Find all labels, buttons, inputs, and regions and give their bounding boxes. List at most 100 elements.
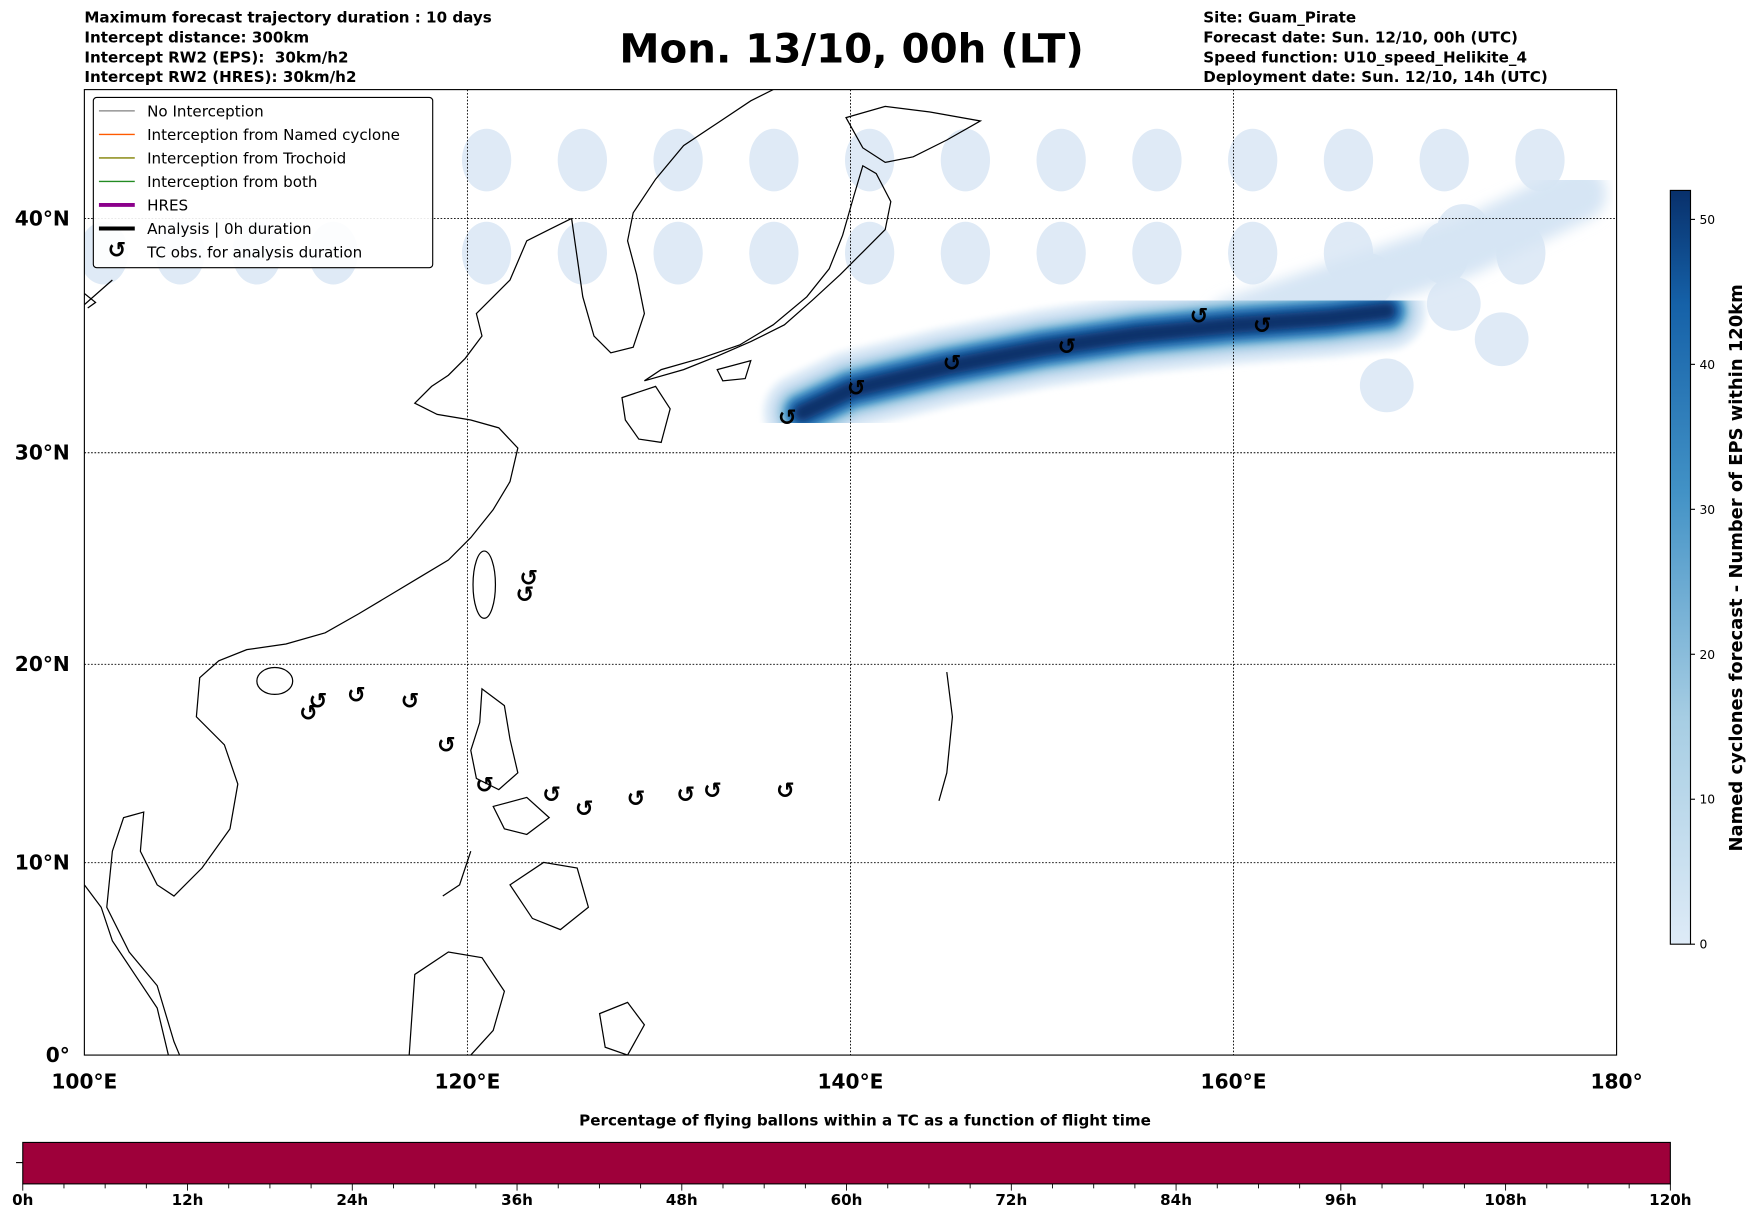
probability-disc bbox=[1474, 312, 1529, 367]
probability-disc bbox=[940, 128, 991, 192]
time-bar-tick-label: 48h bbox=[666, 1191, 698, 1209]
tc-symbol-icon: ↺ bbox=[1058, 334, 1077, 360]
colorbar-tick-label: 10 bbox=[1699, 793, 1715, 807]
lat-tick-label: 10°N bbox=[15, 850, 70, 874]
tc-symbol-icon: ↺ bbox=[542, 782, 561, 808]
tc-symbol-icon: ↺ bbox=[347, 683, 366, 709]
header-right: Site: Guam_Pirate Forecast date: Sun. 12… bbox=[1203, 8, 1548, 85]
colorbar-tick-label: 30 bbox=[1699, 503, 1715, 517]
header-site: Site: Guam_Pirate bbox=[1203, 8, 1356, 26]
forecast-density-track bbox=[763, 165, 1607, 452]
probability-disc bbox=[844, 221, 895, 285]
time-bar-tick-label: 12h bbox=[172, 1191, 204, 1209]
probability-disc bbox=[461, 221, 512, 285]
probability-disc bbox=[1426, 276, 1481, 331]
tc-symbol-icon: ↺ bbox=[519, 565, 538, 591]
time-bar-tick-label: 84h bbox=[1160, 1191, 1192, 1209]
time-bar-tick-label: 24h bbox=[336, 1191, 368, 1209]
tc-observations: ↺↺↺↺↺ ↺↺↺↺↺↺ ↺↺↺ ↺↺ ↺ ↺ ↺ ↺ bbox=[299, 304, 1272, 822]
colorbar-tick-label: 40 bbox=[1699, 358, 1715, 372]
tc-symbol-icon: ↺ bbox=[401, 689, 420, 715]
probability-disc bbox=[461, 128, 512, 192]
lon-tick-label: 120°E bbox=[434, 1070, 500, 1094]
time-bar-fill bbox=[22, 1142, 1671, 1184]
time-bar-tick-label: 36h bbox=[501, 1191, 533, 1209]
probability-disc bbox=[1419, 128, 1469, 192]
probability-disc bbox=[557, 221, 607, 285]
lat-tick-label: 40°N bbox=[15, 206, 70, 230]
colorbar-tick-label: 50 bbox=[1699, 213, 1715, 227]
lon-tick-label: 180° bbox=[1591, 1070, 1643, 1094]
legend: No Interception Interception from Named c… bbox=[92, 96, 434, 269]
time-bar-tick-label: 120h bbox=[1649, 1191, 1691, 1209]
tc-symbol-icon: ↺ bbox=[1190, 304, 1209, 330]
lon-tick-label: 160°E bbox=[1201, 1070, 1267, 1094]
lon-tick-label: 100°E bbox=[51, 1070, 117, 1094]
legend-label: TC obs. for analysis duration bbox=[146, 244, 362, 262]
tc-symbol-icon: ↺ bbox=[107, 238, 126, 264]
legend-label: Interception from Named cyclone bbox=[147, 126, 400, 144]
legend-label: HRES bbox=[147, 197, 188, 215]
probability-disc bbox=[749, 128, 799, 192]
time-bar-tick-label: 108h bbox=[1484, 1191, 1526, 1209]
tc-symbol-icon: ↺ bbox=[627, 786, 646, 812]
tc-symbol-icon: ↺ bbox=[309, 689, 328, 715]
legend-label: Interception from Trochoid bbox=[147, 150, 346, 168]
header-intercept-eps: Intercept RW2 (EPS): 30km/h2 bbox=[84, 49, 348, 67]
header-intercept-hres: Intercept RW2 (HRES): 30km/h2 bbox=[84, 68, 356, 86]
tc-symbol-icon: ↺ bbox=[437, 733, 456, 759]
probability-disc bbox=[749, 221, 799, 285]
header-speed-function: Speed function: U10_speed_Helikite_4 bbox=[1203, 49, 1527, 67]
lat-tick-label: 20°N bbox=[15, 652, 70, 676]
legend-label: No Interception bbox=[147, 102, 264, 120]
legend-label: Analysis | 0h duration bbox=[147, 220, 312, 238]
probability-disc bbox=[1228, 128, 1278, 192]
time-bar-tick-label: 60h bbox=[831, 1191, 863, 1209]
time-bar-tick-label: 72h bbox=[995, 1191, 1027, 1209]
tc-symbol-icon: ↺ bbox=[776, 778, 795, 804]
header-deployment-date: Deployment date: Sun. 12/10, 14h (UTC) bbox=[1203, 68, 1548, 86]
lat-tick-label: 30°N bbox=[15, 440, 70, 464]
time-bar: Percentage of flying ballons within a TC… bbox=[12, 1112, 1691, 1210]
tc-symbol-icon: ↺ bbox=[299, 701, 318, 727]
tc-symbol-icon: ↺ bbox=[847, 376, 866, 402]
probability-disc bbox=[653, 221, 703, 285]
probability-disc bbox=[1132, 128, 1182, 192]
colorbar-label: Named cyclones forecast - Number of EPS … bbox=[1726, 284, 1747, 851]
probability-disc bbox=[1359, 358, 1414, 413]
colorbar-tick-label: 20 bbox=[1699, 648, 1715, 662]
probability-disc bbox=[1132, 221, 1182, 285]
probability-disc bbox=[844, 128, 895, 192]
time-bar-title: Percentage of flying ballons within a TC… bbox=[579, 1112, 1151, 1130]
tc-symbol-icon: ↺ bbox=[1253, 313, 1272, 339]
tc-symbol-icon: ↺ bbox=[475, 772, 494, 798]
tc-symbol-icon: ↺ bbox=[703, 778, 722, 804]
tc-symbol-icon: ↺ bbox=[516, 582, 535, 608]
probability-disc bbox=[940, 221, 991, 285]
colorbar-tick-label: 0 bbox=[1699, 938, 1707, 952]
tc-symbol-icon: ↺ bbox=[778, 405, 797, 431]
probability-disc bbox=[557, 128, 607, 192]
lat-tick-label: 0° bbox=[46, 1043, 70, 1067]
probability-disc bbox=[1228, 221, 1278, 285]
header-intercept-distance: Intercept distance: 300km bbox=[84, 29, 309, 47]
probability-disc bbox=[1036, 221, 1086, 285]
coastlines bbox=[84, 89, 983, 1056]
colorbar-ticks: 0 10 20 30 40 50 bbox=[1690, 213, 1715, 952]
tc-symbol-icon: ↺ bbox=[575, 796, 594, 822]
tc-symbol-icon: ↺ bbox=[943, 350, 962, 376]
lon-tick-label: 140°E bbox=[818, 1070, 884, 1094]
probability-disc bbox=[653, 128, 703, 192]
colorbar: 0 10 20 30 40 50 Named cyclones forecast - Nu… bbox=[1669, 189, 1747, 952]
legend-label: Interception from both bbox=[147, 173, 317, 191]
time-bar-ticks: 0h 12h 24h 36h 48h 60h 72h 84h 96h 108h 120h bbox=[12, 1183, 1691, 1209]
header-forecast-date: Forecast date: Sun. 12/10, 00h (UTC) bbox=[1203, 29, 1518, 47]
map-axis-labels: 100°E 120°E 140°E 160°E 180° 0° 10°N 20°N 30°N 40… bbox=[15, 206, 1643, 1093]
header-left: Maximum forecast trajectory duration : 1… bbox=[84, 8, 491, 85]
header-max-duration: Maximum forecast trajectory duration : 1… bbox=[84, 8, 491, 26]
colorbar-gradient bbox=[1669, 189, 1692, 945]
density-band bbox=[794, 303, 1395, 421]
probability-disc bbox=[1323, 128, 1374, 192]
tc-symbol-icon: ↺ bbox=[676, 782, 695, 808]
